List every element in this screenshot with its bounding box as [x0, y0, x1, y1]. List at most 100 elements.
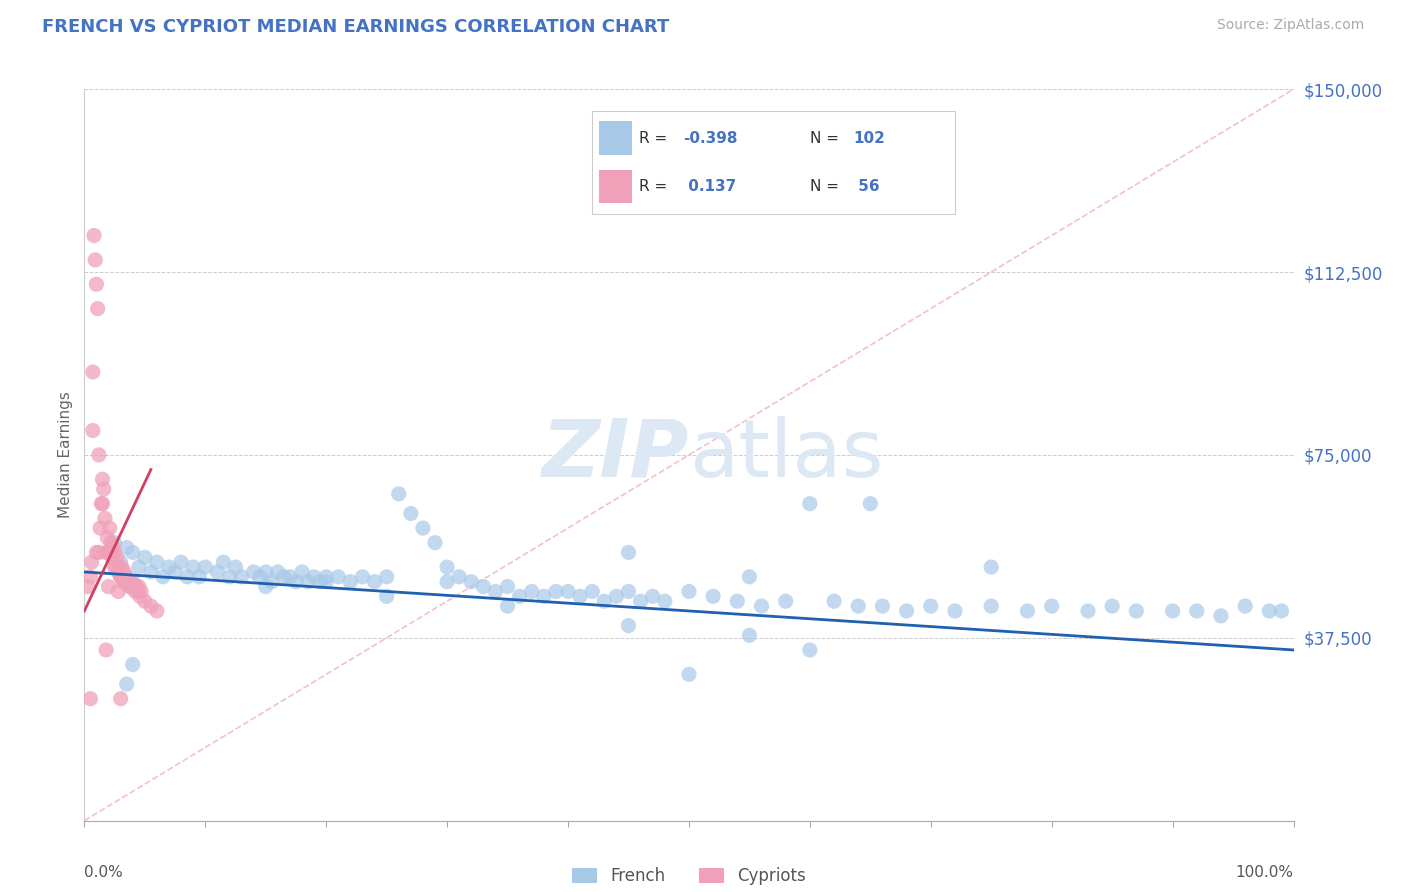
Point — [605, 590, 627, 604]
Point — [163, 565, 186, 579]
Point — [617, 618, 640, 632]
Point — [118, 580, 141, 594]
Point — [449, 570, 471, 584]
Point — [207, 565, 229, 579]
Point — [87, 448, 110, 462]
Point — [375, 570, 398, 584]
Point — [496, 599, 519, 613]
Text: ZIP: ZIP — [541, 416, 689, 494]
Point — [617, 584, 640, 599]
Point — [112, 574, 135, 589]
Point — [94, 643, 117, 657]
Text: 0.0%: 0.0% — [84, 864, 124, 880]
Point — [121, 657, 143, 672]
Point — [91, 472, 114, 486]
Point — [98, 521, 121, 535]
Point — [112, 565, 135, 579]
Point — [128, 560, 150, 574]
Point — [1077, 604, 1099, 618]
Point — [77, 580, 100, 594]
Point — [775, 594, 797, 608]
Point — [108, 560, 131, 574]
Point — [104, 535, 127, 549]
Point — [617, 545, 640, 559]
Point — [1209, 608, 1232, 623]
Point — [738, 570, 761, 584]
Point — [90, 497, 112, 511]
Point — [339, 574, 361, 589]
Point — [738, 628, 761, 642]
Point — [520, 584, 543, 599]
Point — [460, 574, 482, 589]
Point — [980, 599, 1002, 613]
Point — [105, 550, 128, 565]
Point — [363, 574, 385, 589]
Point — [181, 560, 204, 574]
Point — [267, 565, 290, 579]
Point — [115, 677, 138, 691]
Point — [110, 691, 132, 706]
Point — [194, 560, 217, 574]
Point — [557, 584, 579, 599]
Point — [1125, 604, 1147, 618]
Point — [352, 570, 374, 584]
Point — [593, 594, 616, 608]
Point — [278, 570, 301, 584]
Point — [212, 555, 235, 569]
Point — [254, 565, 277, 579]
Point — [399, 507, 422, 521]
Point — [799, 497, 821, 511]
Point — [472, 580, 495, 594]
Point — [121, 580, 143, 594]
Y-axis label: Median Earnings: Median Earnings — [58, 392, 73, 518]
Point — [97, 545, 120, 559]
Point — [110, 570, 132, 584]
Text: 100.0%: 100.0% — [1236, 864, 1294, 880]
Point — [115, 570, 138, 584]
Point — [94, 511, 117, 525]
Point — [751, 599, 773, 613]
Point — [1270, 604, 1292, 618]
Point — [111, 560, 134, 574]
Point — [89, 521, 111, 535]
Point — [423, 535, 446, 549]
Point — [388, 487, 411, 501]
Point — [128, 580, 150, 594]
Point — [1040, 599, 1063, 613]
Point — [110, 555, 132, 569]
Text: FRENCH VS CYPRIOT MEDIAN EARNINGS CORRELATION CHART: FRENCH VS CYPRIOT MEDIAN EARNINGS CORREL… — [42, 18, 669, 36]
Point — [846, 599, 869, 613]
Point — [799, 643, 821, 657]
Point — [117, 574, 139, 589]
Point — [1258, 604, 1281, 618]
Point — [284, 574, 308, 589]
Point — [823, 594, 845, 608]
Point — [127, 584, 149, 599]
Point — [157, 560, 180, 574]
Point — [176, 570, 198, 584]
Point — [97, 580, 120, 594]
Point — [84, 252, 107, 267]
Point — [83, 228, 105, 243]
Point — [80, 555, 103, 569]
Point — [86, 277, 108, 292]
Point — [152, 570, 174, 584]
Point — [581, 584, 603, 599]
Point — [1101, 599, 1123, 613]
Point — [328, 570, 350, 584]
Point — [678, 667, 700, 681]
Point — [315, 574, 337, 589]
Point — [315, 570, 337, 584]
Point — [82, 365, 104, 379]
Point — [231, 570, 253, 584]
Point — [104, 560, 127, 574]
Point — [218, 570, 240, 584]
Point — [79, 691, 101, 706]
Point — [139, 565, 162, 579]
Point — [79, 570, 101, 584]
Point — [107, 565, 129, 579]
Point — [725, 594, 748, 608]
Point — [980, 560, 1002, 574]
Point — [896, 604, 918, 618]
Point — [134, 594, 156, 608]
